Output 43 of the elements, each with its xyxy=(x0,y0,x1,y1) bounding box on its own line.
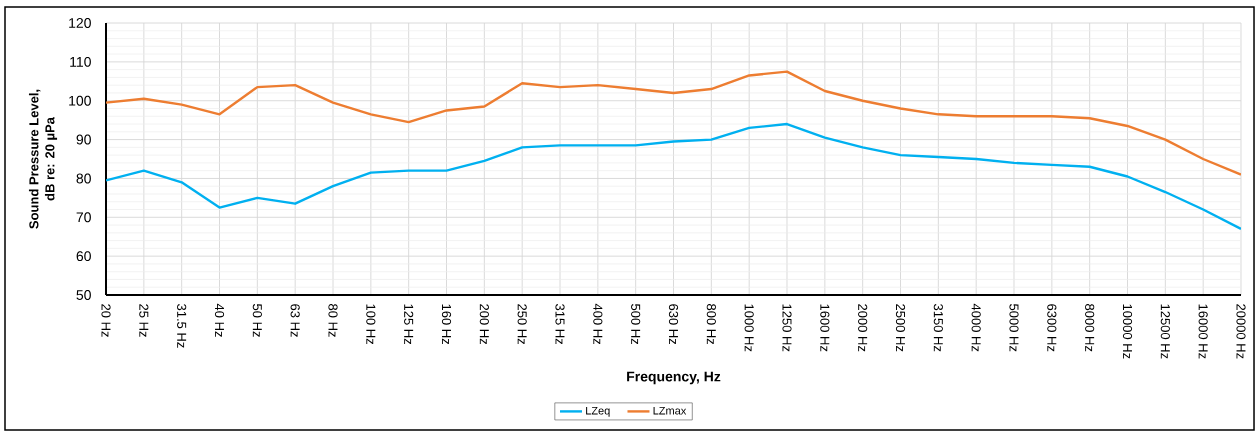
x-tick-label: 3150 Hz xyxy=(933,304,943,352)
x-tick-label: 125 Hz xyxy=(404,304,414,345)
x-tick-label: 50 Hz xyxy=(252,304,262,337)
x-tick-label: 250 Hz xyxy=(517,304,527,345)
y-tick-label: 70 xyxy=(76,212,91,223)
x-tick-label: 20000 Hz xyxy=(1236,304,1246,359)
y-axis-title: Sound Pressure Level, dB re: 20 µPa xyxy=(28,89,58,229)
x-tick-label: 800 Hz xyxy=(706,304,716,345)
x-tick-label: 80 Hz xyxy=(328,304,338,337)
y-tick-label: 100 xyxy=(69,95,91,106)
x-tick-label: 400 Hz xyxy=(593,303,603,345)
x-tick-label: 630 Hz xyxy=(668,304,679,345)
y-tick-label: 80 xyxy=(76,173,91,184)
x-tick-label: 5000 Hz xyxy=(1009,304,1019,352)
y-tick-label: 120 xyxy=(69,18,91,28)
x-tick-label: 2000 Hz xyxy=(858,304,868,352)
x-tick-label: 2500 Hz xyxy=(895,304,906,352)
y-tick-label: 110 xyxy=(70,56,91,67)
y-tick-label: 90 xyxy=(76,134,91,145)
x-tick-label: 1000 Hz xyxy=(744,304,754,352)
x-tick-label: 25 Hz xyxy=(139,304,149,337)
y-tick-label: 60 xyxy=(76,251,91,262)
x-tick-label: 31.5 Hz xyxy=(177,304,187,348)
x-tick-label: 4000 Hz xyxy=(971,303,981,352)
x-tick-label: 6300 Hz xyxy=(1047,304,1057,352)
legend-label: LZmax xyxy=(653,406,687,415)
legend-label: LZeq xyxy=(586,406,610,417)
x-tick-label: 20 Hz xyxy=(101,304,111,337)
y-tick-label: 50 xyxy=(76,290,91,300)
x-tick-label: 100 Hz xyxy=(366,304,376,345)
x-tick-label: 200 Hz xyxy=(479,304,489,345)
x-tick-label: 10000 Hz xyxy=(1122,304,1133,359)
x-tick-label: 12500 Hz xyxy=(1160,304,1170,359)
x-tick-label: 1600 Hz xyxy=(820,304,830,352)
x-axis-title: Frequency, Hz xyxy=(627,371,721,385)
x-tick-label: 8000 Hz xyxy=(1085,304,1095,352)
x-tick-label: 40 Hz xyxy=(214,303,225,337)
x-tick-label: 160 Hz xyxy=(441,304,452,345)
x-tick-label: 315 Hz xyxy=(555,304,565,345)
x-tick-label: 500 Hz xyxy=(631,304,641,345)
x-tick-label: 63 Hz xyxy=(290,304,300,337)
x-tick-label: 1250 Hz xyxy=(782,304,792,352)
x-tick-label: 16000 Hz xyxy=(1198,304,1208,359)
